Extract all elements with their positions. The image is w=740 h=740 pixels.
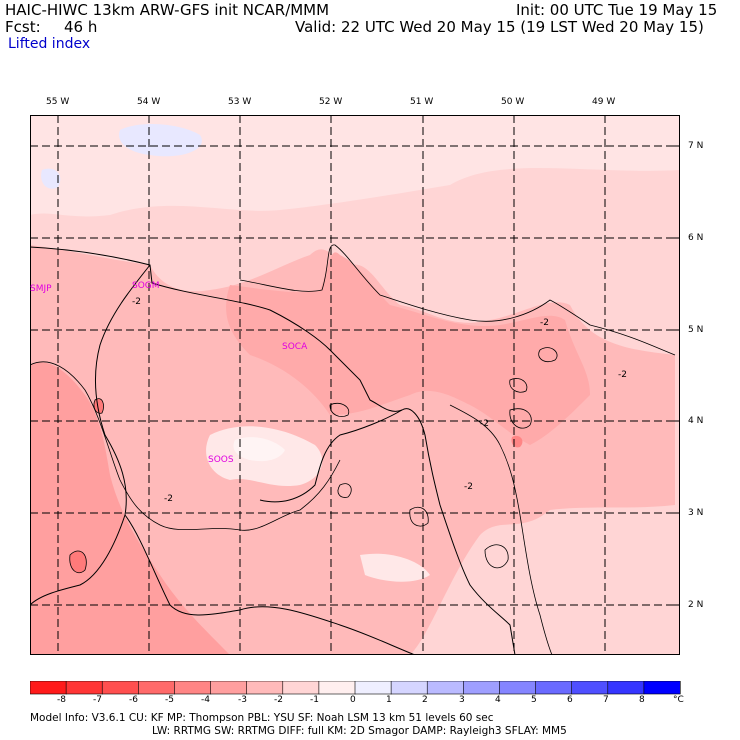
colorbar-unit: °C — [673, 695, 684, 705]
lon-label-51w: 51 W — [410, 97, 434, 107]
station-label-sogm: SOGM — [132, 281, 160, 291]
lon-label-53w: 53 W — [228, 97, 252, 107]
lat-label-7n: 7 N — [688, 141, 704, 151]
station-label-soos: SOOS — [208, 455, 234, 465]
minus3-region-west — [30, 362, 230, 655]
colorbar-tick: 6 — [567, 695, 573, 705]
colorbar-swatch — [174, 681, 212, 695]
lat-label-4n: 4 N — [688, 416, 704, 426]
station-label-smjp: SMJP — [30, 284, 52, 294]
lat-label-5n: 5 N — [688, 325, 704, 335]
lat-label-2n: 2 N — [688, 600, 704, 610]
contour-label: -2 — [618, 370, 627, 380]
colorbar-swatch — [210, 681, 248, 695]
colorbar-swatch — [535, 681, 573, 695]
white-patch-soos — [233, 437, 285, 462]
init-time: Init: 00 UTC Tue 19 May 15 — [516, 1, 718, 19]
contour-label: -2 — [464, 482, 473, 492]
colorbar-swatch — [499, 681, 537, 695]
colorbar-swatch — [643, 681, 681, 695]
colorbar-tick: 5 — [531, 695, 537, 705]
colorbar-tick: 1 — [386, 695, 392, 705]
colorbar-tick: 3 — [459, 695, 465, 705]
lifted-index-map: SMJP SOGM SOCA SOOS -2 -2 -2 -2 -2 -2 — [30, 115, 680, 655]
blue-patch-b — [41, 168, 61, 189]
colorbar-swatch — [571, 681, 609, 695]
lat-label-6n: 6 N — [688, 233, 704, 243]
forecast-label: Fcst: — [5, 18, 41, 36]
colorbar-tick: 4 — [495, 695, 501, 705]
colorbar-tick: -7 — [93, 695, 102, 705]
minus3-region-center — [226, 252, 590, 445]
valid-time: Valid: 22 UTC Wed 20 May 15 (19 LST Wed … — [295, 18, 704, 36]
model-info-line1: Model Info: V3.6.1 CU: KF MP: Thompson P… — [30, 712, 494, 724]
contour-label: -2 — [480, 419, 489, 429]
deep-spot-w — [93, 398, 104, 414]
contour-label: -2 — [540, 318, 549, 328]
lon-label-50w: 50 W — [501, 97, 525, 107]
colorbar-tick: -5 — [165, 695, 174, 705]
colorbar-swatch — [607, 681, 645, 695]
light-patch-se — [360, 553, 430, 582]
colorbar-tick: 7 — [603, 695, 609, 705]
contour-lines — [30, 244, 676, 655]
model-info-line2: LW: RRTMG SW: RRTMG DIFF: full KM: 2D Sm… — [152, 725, 567, 737]
colorbar-swatch — [246, 681, 284, 695]
lat-lon-grid — [30, 115, 680, 655]
colorbar-swatch — [101, 681, 139, 695]
lon-label-54w: 54 W — [137, 97, 161, 107]
colorbar — [30, 681, 681, 695]
colorbar-swatch — [390, 681, 428, 695]
field-name: Lifted index — [8, 36, 91, 52]
colorbar-swatch — [138, 681, 176, 695]
colorbar-ticks: -8 -7 -6 -5 -4 -3 -2 -1 0 1 2 3 4 5 6 7 … — [30, 695, 710, 707]
contour-label: -2 — [164, 494, 173, 504]
lat-ticks — [670, 145, 680, 606]
colorbar-swatch — [426, 681, 464, 695]
colorbar-swatch — [463, 681, 501, 695]
deep-spot-sw — [69, 550, 87, 573]
colorbar-tick: -8 — [57, 695, 66, 705]
colorbar-swatch — [30, 681, 67, 695]
colorbar-swatch — [65, 681, 103, 695]
colorbar-tick: -3 — [238, 695, 247, 705]
colorbar-swatch — [282, 681, 320, 695]
colorbar-tick: 0 — [350, 695, 356, 705]
colorbar-swatch — [354, 681, 392, 695]
colorbar-tick: -4 — [201, 695, 210, 705]
colorbar-tick: 2 — [422, 695, 428, 705]
plot-title: HAIC-HIWC 13km ARW-GFS init NCAR/MMM — [5, 1, 330, 19]
colorbar-tick: 8 — [639, 695, 645, 705]
station-label-soca: SOCA — [282, 342, 308, 352]
colorbar-swatch — [318, 681, 356, 695]
colorbar-tick: -2 — [274, 695, 283, 705]
blue-patch-a — [119, 123, 202, 157]
colorbar-tick: -6 — [129, 695, 138, 705]
lon-label-52w: 52 W — [319, 97, 343, 107]
contour-label: -2 — [132, 297, 141, 307]
lon-label-49w: 49 W — [592, 97, 616, 107]
lon-label-55w: 55 W — [46, 97, 70, 107]
colorbar-tick: -1 — [310, 695, 319, 705]
forecast-hours: 46 h — [64, 18, 98, 36]
map-frame — [30, 115, 680, 655]
lat-label-3n: 3 N — [688, 508, 704, 518]
